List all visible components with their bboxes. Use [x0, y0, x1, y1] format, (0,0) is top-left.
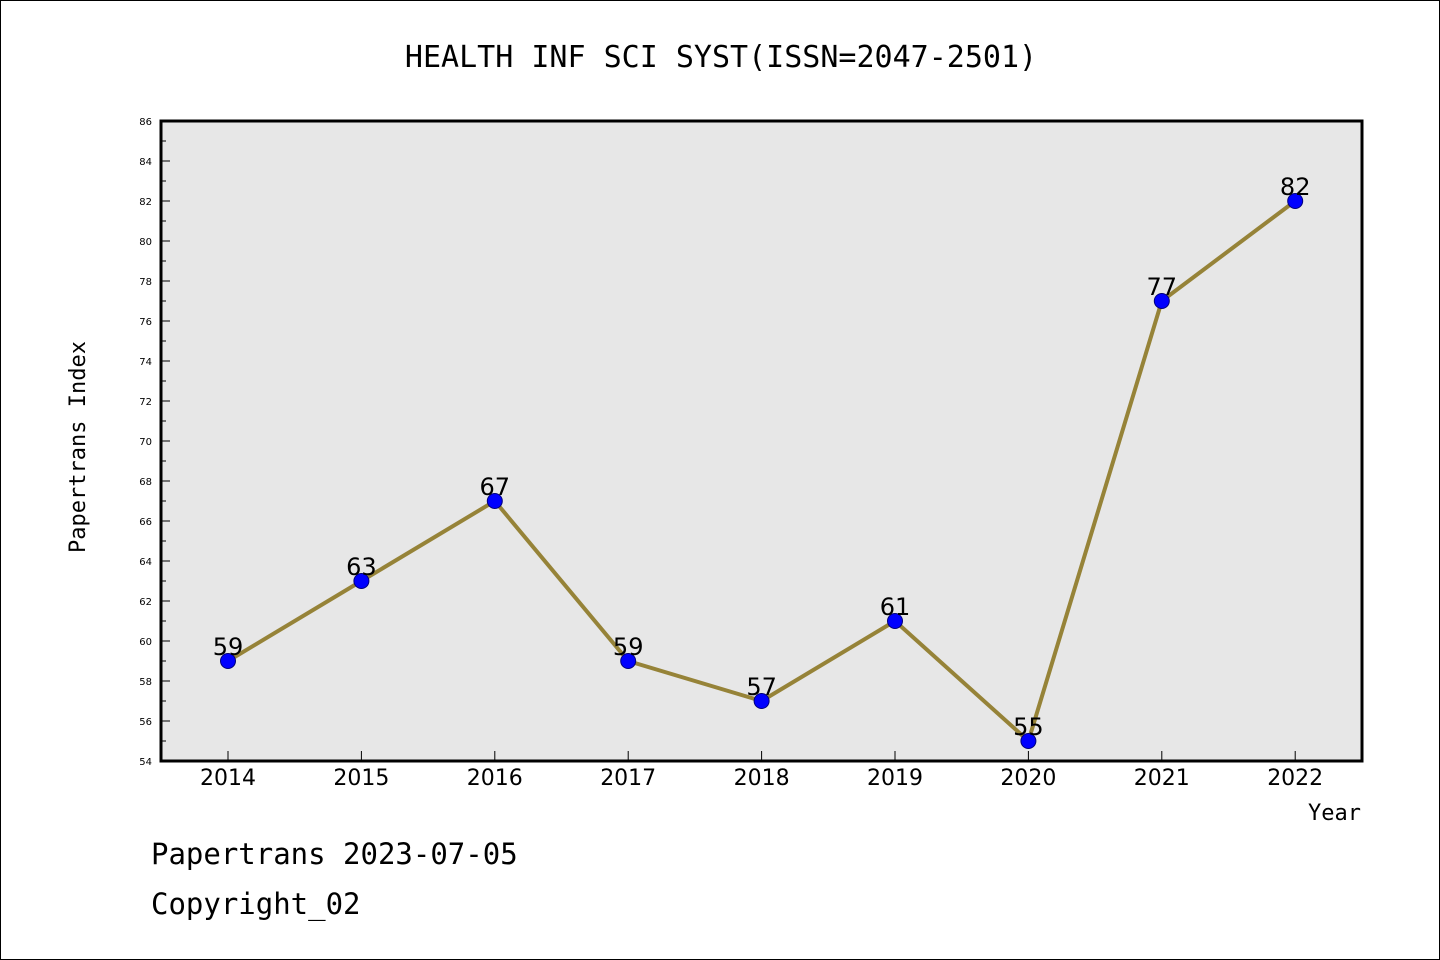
x-axis: 2014 2015 2016 2017 2018 2019 2020 2021 2022 [200, 751, 1323, 791]
y-tick-label: 54 [139, 757, 152, 768]
data-label: 59 [213, 633, 244, 661]
data-label: 55 [1013, 713, 1044, 741]
data-label: 82 [1280, 173, 1311, 201]
data-point [753, 693, 770, 709]
data-point [486, 493, 503, 509]
x-tick-label: 2021 [1134, 766, 1190, 791]
x-tick-label: 2015 [333, 766, 389, 791]
data-label: 77 [1147, 273, 1178, 301]
data-point [887, 613, 903, 629]
footer-copyright: Copyright_02 [151, 887, 361, 921]
data-point [1287, 193, 1304, 209]
y-tick-label: 68 [139, 477, 152, 488]
y-tick-label: 66 [139, 517, 152, 528]
y-axis: 54 56 58 60 62 64 66 68 70 72 74 76 78 80 82 84 86 [139, 117, 170, 768]
x-tick-label: 2016 [467, 766, 523, 791]
y-tick-label: 80 [139, 237, 152, 248]
data-label: 63 [346, 553, 377, 581]
data-point [1153, 293, 1170, 309]
x-tick-label: 2020 [1000, 766, 1056, 791]
y-tick-label: 76 [139, 317, 152, 328]
data-label: 59 [613, 633, 644, 661]
x-tick-label: 2018 [734, 766, 790, 791]
data-point [620, 653, 637, 669]
y-tick-label: 74 [139, 357, 152, 368]
y-tick-label: 64 [139, 557, 152, 568]
plot-area [159, 119, 1364, 763]
series-points [220, 193, 1304, 749]
y-tick-label: 86 [139, 117, 152, 128]
y-tick-label: 60 [139, 637, 152, 648]
y-axis-label: Papertrans Index [66, 341, 91, 553]
y-tick-label: 56 [139, 717, 152, 728]
data-point [353, 573, 370, 589]
data-labels: 59 63 67 59 57 61 55 77 82 [213, 173, 1311, 741]
y-tick-label: 72 [139, 397, 152, 408]
data-point [220, 653, 236, 669]
data-label: 57 [746, 673, 777, 701]
x-axis-label: Year [1308, 801, 1361, 826]
y-tick-label: 84 [139, 157, 152, 168]
data-point [1020, 733, 1037, 749]
x-tick-label: 2019 [867, 766, 923, 791]
data-label: 61 [880, 593, 911, 621]
x-tick-label: 2022 [1267, 766, 1323, 791]
y-tick-label: 78 [139, 277, 152, 288]
y-tick-label: 82 [139, 197, 152, 208]
y-tick-label: 70 [139, 437, 152, 448]
x-tick-label: 2014 [200, 766, 256, 791]
x-tick-label: 2017 [600, 766, 656, 791]
data-label: 67 [480, 473, 511, 501]
y-tick-label: 58 [139, 677, 152, 688]
footer-date: Papertrans 2023-07-05 [151, 837, 518, 871]
y-tick-label: 62 [139, 597, 152, 608]
chart-title: HEALTH INF SCI SYST(ISSN=2047-2501) [405, 40, 1037, 75]
